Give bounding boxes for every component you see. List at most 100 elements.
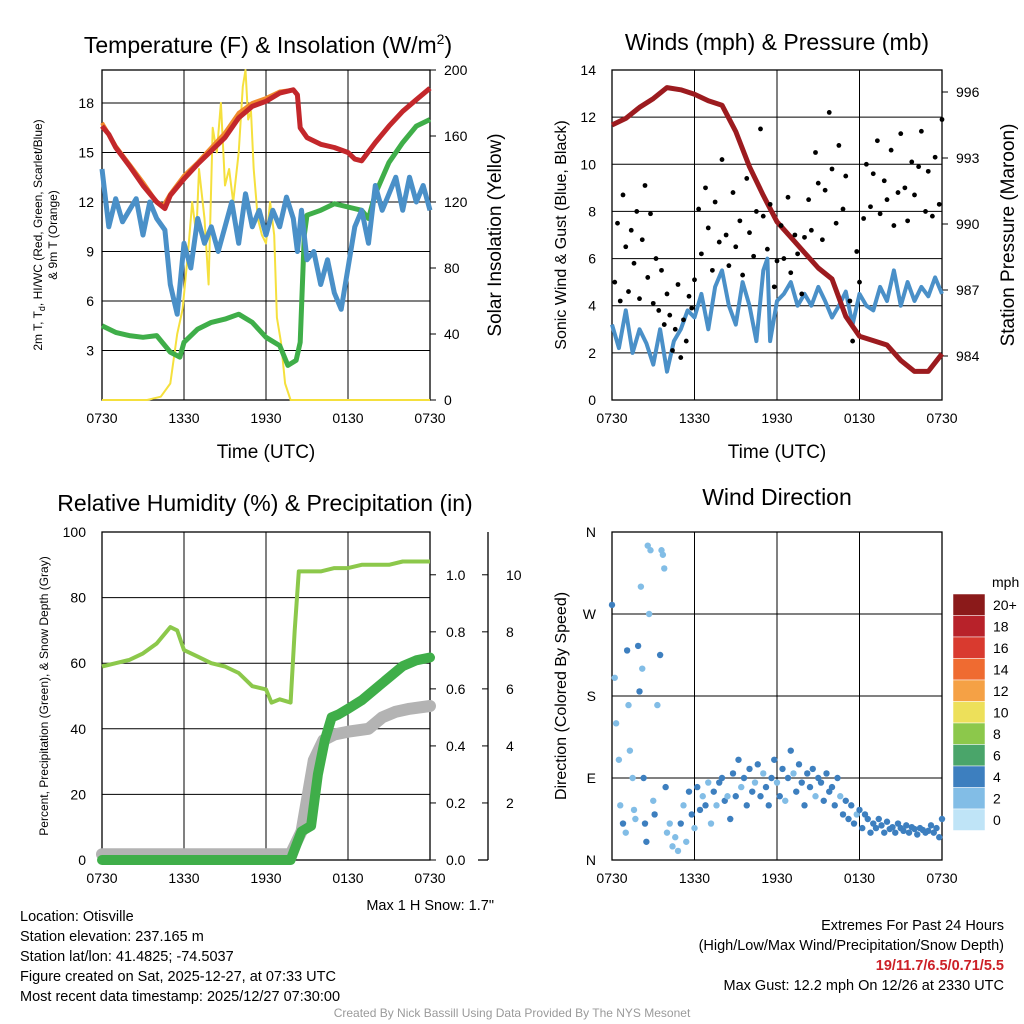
y-tick-label: N [586, 524, 596, 540]
legend-swatch [952, 722, 986, 745]
gust-point [631, 260, 637, 266]
gust-point [675, 282, 681, 287]
direction-point [850, 820, 858, 827]
y-axis-label: Percent, Precipitation (Green), & Snow D… [37, 556, 51, 835]
direction-point [905, 829, 913, 836]
gust-point [620, 192, 626, 198]
direction-point [892, 829, 899, 836]
gust-point [936, 201, 942, 207]
extremes-values: 19/11.7/6.5/0.71/5.5 [875, 958, 1004, 974]
gust-point [781, 256, 787, 261]
x-tick-label: 0130 [844, 410, 875, 426]
direction-point [784, 774, 792, 782]
series-sonic-wind [610, 256, 944, 374]
series-precipitation [97, 652, 435, 865]
gust-point [898, 131, 904, 137]
direction-point [612, 720, 620, 727]
x-tick-label: 0730 [86, 410, 117, 426]
y-tick-label: 2 [588, 345, 596, 361]
y2-tick-label: 987 [956, 282, 980, 298]
direction-point [738, 783, 745, 791]
x-tick-label: 1330 [168, 410, 199, 426]
direction-point [705, 779, 712, 786]
y2-tick-label: 993 [956, 150, 980, 166]
gust-point [826, 110, 832, 115]
gust-point [902, 185, 908, 191]
direction-point [746, 765, 753, 773]
gust-point [932, 154, 938, 160]
direction-point [647, 547, 654, 554]
gust-point [696, 206, 702, 212]
legend-swatch [952, 658, 986, 681]
direction-point [643, 838, 650, 845]
y-axis-label-part: , HI/WC (Red, Green, Scarlet/Blue) [31, 119, 45, 306]
direction-point [629, 774, 636, 782]
legend-label: 16 [993, 640, 1009, 656]
y-axis-label: Direction (Colored By Speed) [553, 592, 570, 800]
y-tick-label: 80 [70, 590, 86, 606]
direction-point [820, 797, 827, 804]
gust-point [648, 211, 653, 217]
gust-point [747, 230, 752, 236]
direction-point [672, 834, 679, 841]
recent-data-text: Most recent data timestamp: 2025/12/27 0… [20, 989, 341, 1005]
gust-point [692, 277, 697, 283]
direction-point [683, 838, 690, 845]
direction-point [661, 565, 668, 572]
gust-point [929, 213, 935, 219]
direction-point [793, 788, 800, 795]
gust-point [637, 296, 642, 302]
direction-point [669, 843, 676, 850]
y2-tick-label: 160 [444, 128, 468, 144]
y-tick-label: 15 [78, 145, 94, 161]
direction-point [837, 793, 844, 800]
direction-point [663, 829, 671, 836]
gust-point [778, 223, 784, 228]
direction-point [872, 824, 880, 832]
legend-label: 6 [993, 748, 1001, 764]
x-tick-label: 1330 [168, 870, 199, 886]
gust-point [681, 317, 686, 323]
direction-point [771, 756, 778, 763]
gust-point [877, 211, 883, 217]
x-tick-label: 0130 [332, 410, 363, 426]
y-axis-label-part: 2m T, T [31, 310, 45, 350]
direction-point [933, 824, 940, 832]
series-relative-humidity [101, 559, 430, 705]
direction-point [823, 770, 830, 777]
direction-point [691, 824, 698, 832]
created-text: Figure created on Sat, 2025-12-27, at 07… [20, 969, 336, 985]
direction-point [645, 610, 653, 618]
y-tick-label: 20 [70, 786, 86, 802]
direction-point [625, 701, 632, 709]
y-tick-label: 60 [70, 655, 86, 671]
gust-point [730, 190, 736, 195]
extremes-title: Extremes For Past 24 Hours [821, 918, 1004, 934]
elevation-text: Station elevation: 237.165 m [20, 929, 204, 945]
gust-point [813, 150, 818, 155]
gust-point [661, 322, 667, 327]
gust-point [639, 237, 645, 243]
direction-point [754, 761, 761, 768]
plot-border [611, 531, 943, 861]
x-axis-label: Time (UTC) [217, 442, 316, 463]
gust-point [850, 338, 856, 344]
gust-point [861, 216, 867, 221]
direction-point [729, 770, 737, 777]
direction-point [626, 747, 634, 754]
x-tick-label: 0730 [926, 870, 957, 886]
y-axis-label-line1: 2m T, Td, HI/WC (Red, Green, Scarlet/Blu… [31, 119, 47, 350]
plot-border [101, 69, 431, 401]
chart-title-superscript: 2 [437, 31, 445, 47]
direction-point [637, 583, 645, 590]
y-tick-label: W [583, 606, 597, 622]
gust-point [686, 293, 692, 299]
gust-point [709, 267, 715, 273]
gust-point [659, 267, 664, 273]
gust-point [795, 251, 801, 257]
plot-border [611, 69, 943, 401]
direction-point [790, 770, 797, 777]
gust-point [716, 239, 722, 245]
direction-point [615, 756, 623, 763]
direction-point [735, 756, 742, 763]
